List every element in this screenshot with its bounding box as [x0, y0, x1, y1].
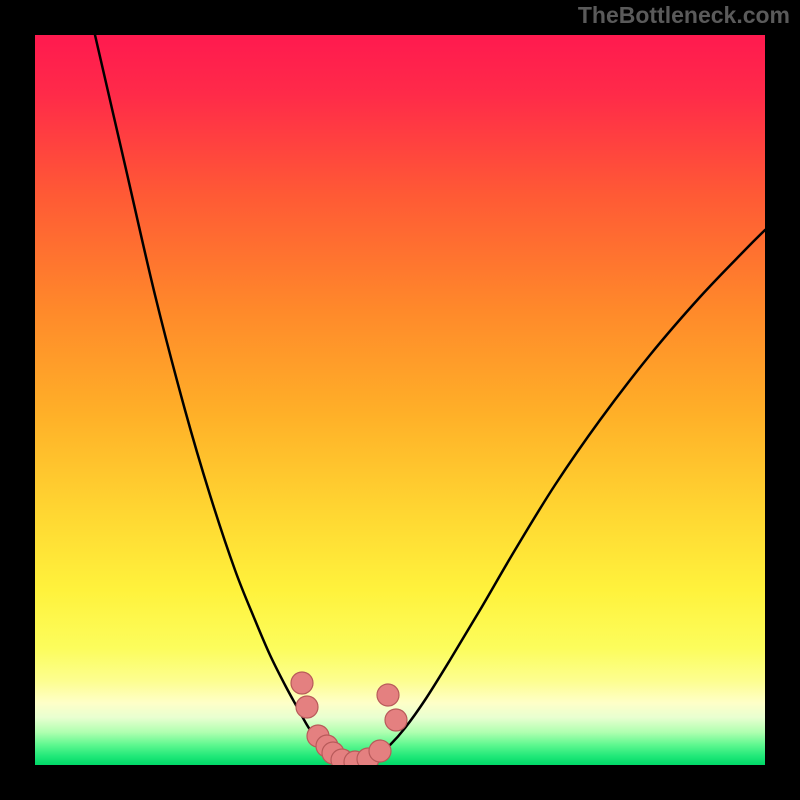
- chart-svg: [35, 35, 765, 765]
- data-marker: [369, 740, 391, 762]
- data-marker: [377, 684, 399, 706]
- watermark-text: TheBottleneck.com: [578, 2, 790, 29]
- data-marker: [291, 672, 313, 694]
- data-marker: [385, 709, 407, 731]
- chart-frame: TheBottleneck.com: [0, 0, 800, 800]
- data-marker: [296, 696, 318, 718]
- plot-area: [35, 35, 765, 765]
- chart-background: [35, 35, 765, 765]
